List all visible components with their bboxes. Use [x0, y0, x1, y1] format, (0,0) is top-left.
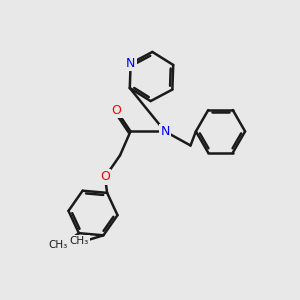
Text: N: N	[126, 57, 135, 70]
Text: O: O	[112, 104, 121, 117]
Text: CH₃: CH₃	[48, 240, 68, 250]
Text: O: O	[100, 170, 110, 184]
Text: CH₃: CH₃	[70, 236, 89, 246]
Text: N: N	[160, 125, 170, 138]
